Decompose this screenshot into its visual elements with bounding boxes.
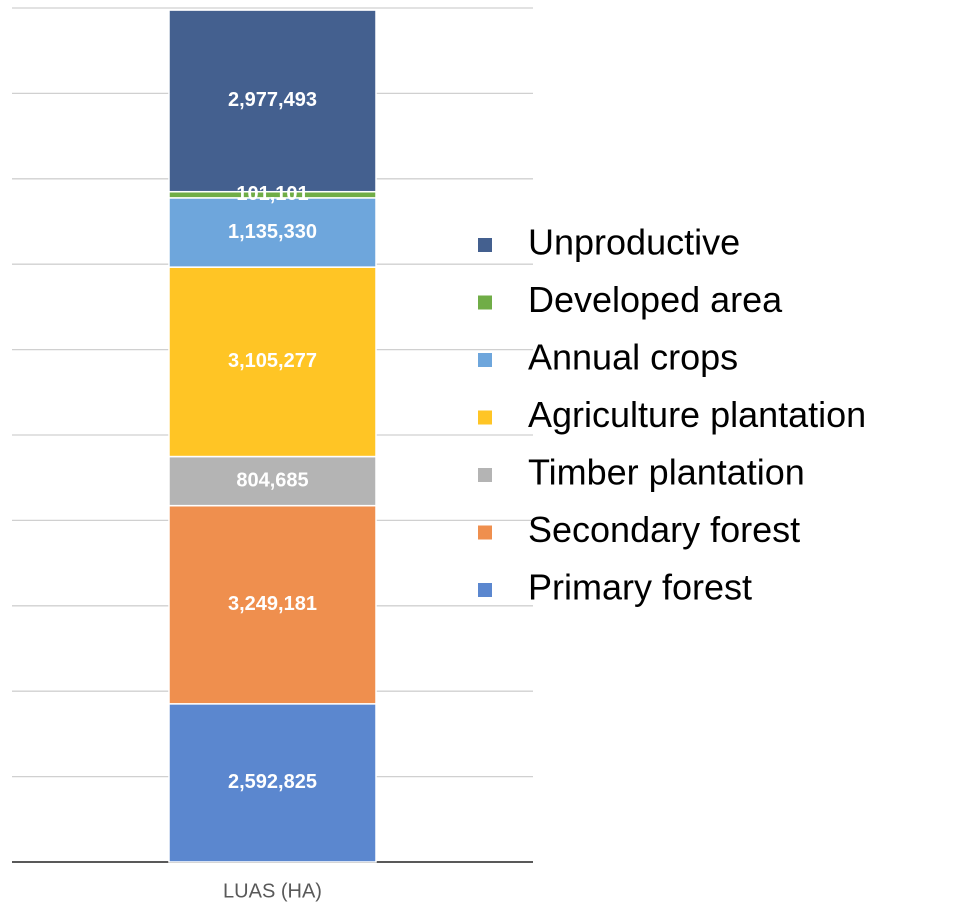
x-tick-label: LUAS (HA)	[223, 880, 322, 902]
bar-segment	[168, 266, 377, 458]
bar-segment	[168, 197, 377, 268]
legend-swatch	[478, 583, 492, 597]
legend-label: Timber plantation	[528, 452, 805, 493]
value-label: 3,105,277	[228, 350, 317, 372]
bar-segment	[168, 455, 377, 507]
legend-swatch	[478, 353, 492, 367]
legend-swatch	[478, 410, 492, 425]
legend-label: Secondary forest	[528, 509, 800, 550]
bar-segment	[168, 703, 377, 863]
legend-swatch	[478, 238, 492, 252]
legend-label: Developed area	[528, 279, 783, 320]
value-label: 2,977,493	[228, 89, 317, 111]
value-label: 804,685	[236, 469, 308, 491]
value-label: 1,135,330	[228, 221, 317, 243]
value-label: 2,592,825	[228, 771, 317, 793]
legend-label: Annual crops	[528, 337, 738, 378]
legend-swatch	[478, 295, 492, 310]
legend-swatch	[478, 468, 492, 482]
legend-label: Primary forest	[528, 567, 752, 608]
bar-segment	[168, 504, 377, 705]
legend-label: Unproductive	[528, 222, 740, 263]
legend-label: Agriculture plantation	[528, 394, 866, 435]
value-label: 101,101	[236, 183, 308, 205]
value-label: 3,249,181	[228, 593, 317, 615]
legend-swatch	[478, 525, 492, 540]
bar-segment	[168, 9, 377, 193]
